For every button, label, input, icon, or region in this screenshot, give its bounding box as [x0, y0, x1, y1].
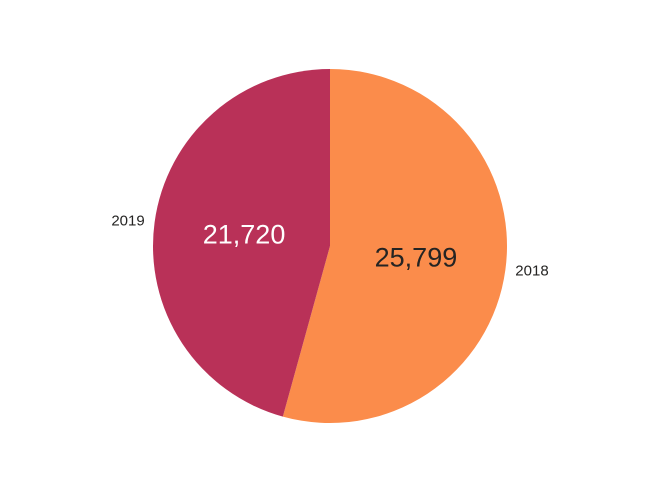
slice-category-label-2019: 2019	[111, 212, 144, 229]
pie-slice-2018	[282, 69, 507, 423]
slice-value-label-2019: 21,720	[203, 219, 286, 249]
slice-value-label-2018: 25,799	[375, 243, 458, 273]
pie-slice-2019	[152, 69, 330, 417]
slice-category-label-2018: 2018	[515, 263, 548, 280]
